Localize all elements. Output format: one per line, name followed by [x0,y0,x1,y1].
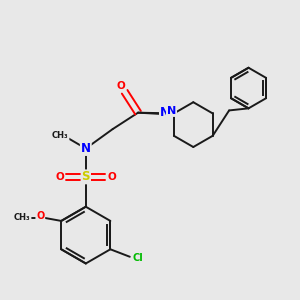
Text: O: O [107,172,116,182]
Text: CH₃: CH₃ [14,213,31,222]
Text: S: S [82,170,90,183]
Text: Cl: Cl [133,253,143,263]
Text: O: O [56,172,64,182]
Text: N: N [160,106,170,119]
Text: N: N [81,142,91,155]
Text: O: O [117,81,125,92]
Text: CH₃: CH₃ [52,130,69,140]
Text: O: O [36,212,44,221]
Text: N: N [167,106,176,116]
